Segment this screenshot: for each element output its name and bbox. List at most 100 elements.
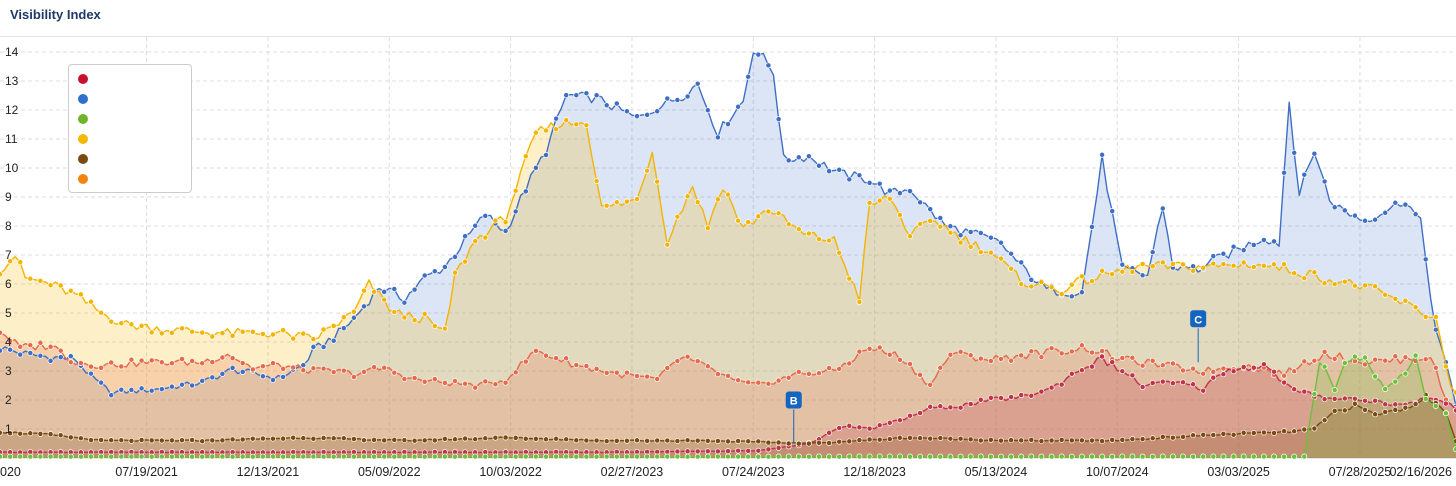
data-point[interactable]: [371, 288, 378, 295]
data-point[interactable]: [1190, 381, 1197, 388]
data-point[interactable]: [290, 434, 297, 441]
data-point[interactable]: [553, 126, 560, 133]
data-point[interactable]: [917, 371, 924, 378]
data-point[interactable]: [1442, 400, 1449, 407]
data-point[interactable]: [1159, 205, 1166, 212]
data-point[interactable]: [492, 453, 499, 460]
data-point[interactable]: [421, 310, 428, 317]
data-point[interactable]: [310, 453, 317, 460]
data-point[interactable]: [320, 344, 327, 350]
data-point[interactable]: [765, 62, 772, 69]
data-point[interactable]: [563, 355, 570, 362]
data-point[interactable]: [1109, 359, 1116, 366]
data-point[interactable]: [704, 107, 711, 114]
data-point[interactable]: [634, 437, 640, 444]
data-point[interactable]: [1210, 253, 1217, 260]
data-point[interactable]: [644, 167, 651, 174]
data-point[interactable]: [886, 419, 893, 426]
data-point[interactable]: [209, 437, 216, 444]
data-point[interactable]: [381, 364, 388, 371]
data-point[interactable]: [543, 352, 549, 359]
data-point[interactable]: [1058, 350, 1065, 357]
data-point[interactable]: [795, 226, 802, 233]
data-point[interactable]: [826, 168, 833, 175]
data-point[interactable]: [1089, 223, 1095, 230]
data-point[interactable]: [168, 437, 175, 444]
data-point[interactable]: [937, 453, 944, 460]
data-point[interactable]: [138, 322, 145, 329]
data-point[interactable]: [987, 453, 994, 460]
data-point[interactable]: [876, 453, 883, 460]
data-point[interactable]: [1048, 345, 1055, 352]
data-point[interactable]: [603, 102, 610, 109]
data-point[interactable]: [502, 379, 509, 386]
data-point[interactable]: [431, 437, 438, 444]
data-point[interactable]: [219, 370, 226, 377]
data-point[interactable]: [67, 359, 74, 366]
data-point[interactable]: [1301, 388, 1308, 395]
data-point[interactable]: [320, 453, 327, 460]
data-point[interactable]: [452, 378, 458, 384]
data-point[interactable]: [1291, 453, 1298, 460]
data-point[interactable]: [1058, 453, 1065, 460]
data-point[interactable]: [684, 453, 691, 460]
data-point[interactable]: [1129, 453, 1136, 460]
data-point[interactable]: [543, 127, 549, 134]
data-point[interactable]: [1129, 354, 1136, 361]
data-point[interactable]: [1311, 391, 1318, 397]
data-point[interactable]: [249, 366, 256, 373]
legend-item-red[interactable]: [78, 72, 178, 86]
data-point[interactable]: [694, 199, 701, 206]
data-point[interactable]: [1362, 397, 1368, 404]
data-point[interactable]: [462, 233, 469, 240]
data-point[interactable]: [472, 222, 479, 229]
data-point[interactable]: [725, 438, 731, 445]
data-point[interactable]: [1058, 436, 1065, 443]
data-point[interactable]: [310, 343, 317, 350]
data-point[interactable]: [1109, 436, 1116, 443]
data-point[interactable]: [401, 453, 408, 460]
data-point[interactable]: [785, 453, 792, 460]
data-point[interactable]: [1220, 261, 1227, 268]
data-point[interactable]: [67, 453, 74, 460]
data-point[interactable]: [755, 453, 762, 460]
data-point[interactable]: [57, 282, 64, 289]
data-point[interactable]: [1028, 453, 1035, 460]
data-point[interactable]: [1028, 283, 1035, 290]
data-point[interactable]: [138, 453, 145, 460]
data-point[interactable]: [583, 363, 590, 369]
data-point[interactable]: [553, 115, 560, 122]
data-point[interactable]: [876, 422, 883, 429]
data-point[interactable]: [1119, 268, 1126, 275]
data-point[interactable]: [684, 353, 691, 360]
data-point[interactable]: [1159, 378, 1166, 385]
data-point[interactable]: [350, 453, 357, 460]
data-point[interactable]: [674, 448, 681, 455]
data-point[interactable]: [1301, 426, 1308, 433]
data-point[interactable]: [98, 364, 105, 371]
data-point[interactable]: [1250, 453, 1257, 460]
data-point[interactable]: [654, 453, 661, 460]
data-point[interactable]: [1341, 360, 1348, 366]
data-point[interactable]: [846, 360, 853, 367]
data-point[interactable]: [765, 439, 772, 446]
data-point[interactable]: [209, 359, 216, 366]
data-point[interactable]: [1362, 354, 1368, 361]
data-point[interactable]: [381, 437, 388, 444]
data-point[interactable]: [795, 453, 802, 460]
data-point[interactable]: [77, 453, 84, 460]
data-point[interactable]: [350, 436, 357, 442]
data-point[interactable]: [168, 383, 175, 390]
data-point[interactable]: [856, 453, 863, 460]
data-point[interactable]: [1078, 453, 1085, 460]
legend-item-green[interactable]: [78, 112, 178, 126]
data-point[interactable]: [805, 370, 812, 377]
data-point[interactable]: [583, 122, 590, 129]
data-point[interactable]: [1442, 363, 1449, 370]
data-point[interactable]: [7, 338, 14, 344]
data-point[interactable]: [179, 381, 185, 388]
data-point[interactable]: [259, 435, 266, 442]
data-point[interactable]: [603, 438, 610, 445]
data-point[interactable]: [108, 318, 115, 325]
data-point[interactable]: [805, 153, 812, 160]
